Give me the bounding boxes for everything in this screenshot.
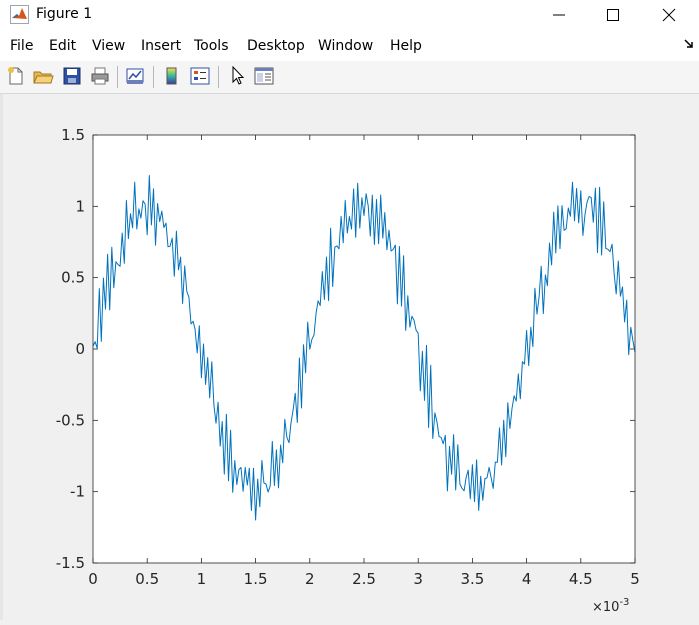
x-tick-label: 5 [630, 570, 640, 588]
x-tick-label: 2 [305, 570, 315, 588]
close-icon [662, 8, 676, 22]
maximize-icon [607, 9, 619, 21]
menu-edit[interactable]: Edit [49, 38, 77, 54]
window-left-edge [0, 94, 3, 620]
x-tick-label: 2.5 [352, 570, 376, 588]
y-tick-label: 1 [75, 197, 85, 215]
axes-background [93, 135, 635, 563]
insert-colorbar-icon[interactable] [161, 65, 183, 87]
menu-insert[interactable]: Insert [141, 38, 182, 54]
y-tick-label: 0 [75, 340, 85, 358]
figure-canvas: 0 0.5 1 1.5 2 2.5 3 3.5 4 4.5 5 1.5 1 0.5 0 -0.5 -1 -1.5… [0, 94, 699, 620]
open-file-icon[interactable] [32, 65, 54, 87]
figure-toolbar [0, 61, 699, 94]
insert-legend-icon[interactable] [189, 65, 211, 87]
menu-window[interactable]: Window [318, 38, 374, 54]
toolbar-separator [117, 66, 118, 88]
print-icon[interactable] [89, 65, 111, 87]
y-tick-label: 0.5 [61, 269, 85, 287]
x-tick-label: 3 [413, 570, 423, 588]
dock-arrow-icon[interactable] [684, 39, 694, 49]
x-tick-label: 0.5 [135, 570, 159, 588]
y-tick-label: -1 [70, 483, 85, 501]
edit-plot-icon[interactable] [227, 65, 249, 87]
title-bar: Figure 1 [0, 0, 699, 30]
menu-view[interactable]: View [92, 38, 126, 54]
new-figure-icon[interactable] [5, 65, 27, 87]
link-plot-icon[interactable] [124, 65, 146, 87]
toolbar-separator [218, 66, 219, 88]
plot-svg: 0 0.5 1 1.5 2 2.5 3 3.5 4 4.5 5 1.5 1 0.5 0 -0.5 -1 -1.5… [56, 126, 640, 615]
x-tick-label: 1 [197, 570, 207, 588]
x-exponent-label: ×10-3 [592, 597, 629, 615]
menu-help[interactable]: Help [390, 38, 422, 54]
close-button[interactable] [646, 0, 692, 30]
x-tick-label: 0 [88, 570, 98, 588]
toolbar-separator [153, 66, 154, 88]
data-series-line [92, 175, 636, 521]
window-title: Figure 1 [36, 6, 93, 22]
y-tick-label: 1.5 [61, 126, 85, 144]
menu-bar: File Edit View Insert Tools Desktop Wind… [0, 30, 699, 61]
axes-frame [92, 134, 636, 564]
x-tick-label: 3.5 [460, 570, 484, 588]
x-tick-label: 4.5 [569, 570, 593, 588]
save-icon[interactable] [61, 65, 83, 87]
minimize-icon [553, 14, 565, 16]
property-inspector-icon[interactable] [253, 65, 275, 87]
y-tick-label: -1.5 [56, 554, 85, 572]
menu-file[interactable]: File [10, 38, 34, 54]
x-tick-label: 1.5 [244, 570, 268, 588]
menu-desktop[interactable]: Desktop [247, 38, 305, 54]
minimize-button[interactable] [536, 0, 582, 30]
x-tick-label: 4 [522, 570, 532, 588]
matlab-logo-icon [10, 5, 29, 24]
maximize-button[interactable] [590, 0, 636, 30]
menu-tools[interactable]: Tools [194, 38, 229, 54]
y-tick-label: -0.5 [56, 411, 85, 429]
